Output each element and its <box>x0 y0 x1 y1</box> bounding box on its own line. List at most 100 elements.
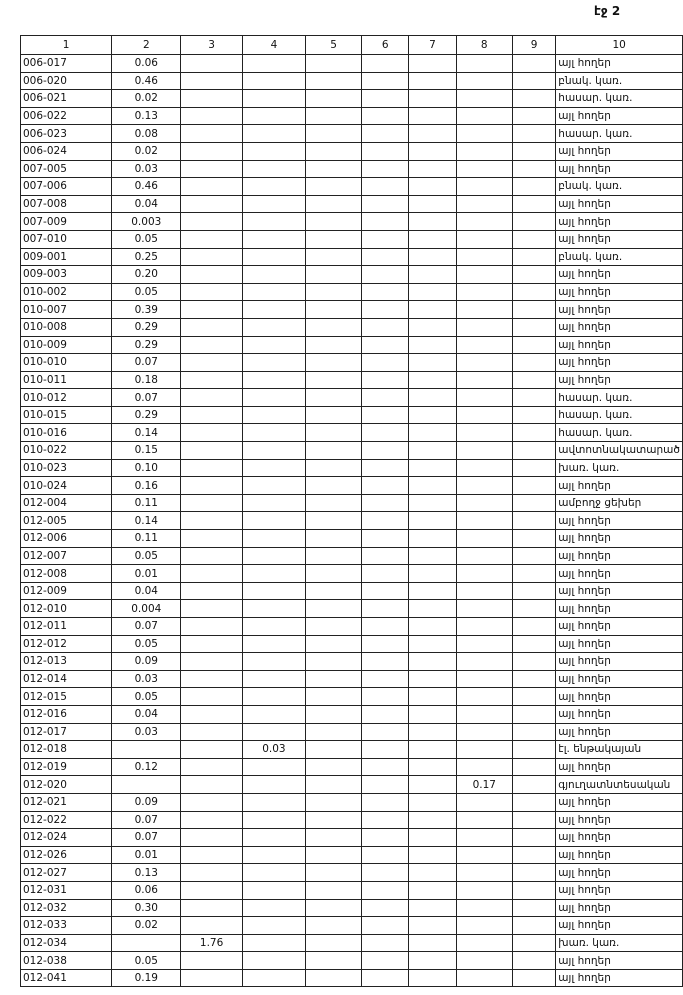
cell <box>455 54 513 73</box>
cell: այլ հողեր <box>555 194 683 214</box>
cell: 0.01 <box>111 845 182 865</box>
cell <box>361 775 410 794</box>
cell <box>180 353 243 372</box>
cell: այլ հողեր <box>555 282 683 302</box>
table-row: 012-007 0.05 այլ հողեր <box>19 546 683 566</box>
cell <box>241 634 307 654</box>
cell: այլ հողեր <box>555 229 683 249</box>
cell <box>241 353 307 372</box>
cell <box>455 71 513 91</box>
cell <box>511 722 557 742</box>
cell: 0.07 <box>111 388 182 407</box>
cell <box>408 405 457 425</box>
cell <box>408 810 457 830</box>
cell <box>180 54 243 73</box>
table-row: 007-006 0.46 բնակ. կառ. <box>19 177 683 196</box>
cell <box>305 933 363 953</box>
table-row: 012-032 0.30 այլ հողեր <box>19 898 683 918</box>
cell: 009-001 <box>19 247 113 267</box>
cell: այլ հողեր <box>555 828 683 847</box>
cell <box>305 159 363 179</box>
cell <box>305 71 363 91</box>
cell <box>241 106 307 126</box>
cell <box>241 898 307 918</box>
cell <box>180 634 243 654</box>
cell <box>455 704 513 724</box>
cell: այլ հողեր <box>555 880 683 900</box>
cell <box>361 141 410 161</box>
table-row: 010-007 0.39 այլ հողեր <box>19 300 683 319</box>
cell: ամբողջ ցեխեր <box>555 493 683 513</box>
cell <box>511 282 557 302</box>
cell: 012-027 <box>19 863 113 882</box>
cell: այլ հողեր <box>555 916 683 935</box>
cell: 012-015 <box>19 687 113 706</box>
cell <box>305 493 363 513</box>
cell <box>408 212 457 231</box>
cell <box>408 370 457 390</box>
cell <box>180 740 243 759</box>
table-row: 009-003 0.20 այլ հողեր <box>19 265 683 284</box>
cell <box>180 423 243 443</box>
cell <box>511 317 557 337</box>
cell <box>241 423 307 443</box>
cell <box>455 353 513 372</box>
cell <box>511 916 557 935</box>
cell <box>455 529 513 548</box>
cell <box>511 159 557 179</box>
cell <box>180 388 243 407</box>
cell <box>305 265 363 284</box>
cell: այլ հողեր <box>555 634 683 654</box>
cell <box>511 581 557 601</box>
table-row: 012-006 0.11 այլ հողեր <box>19 529 683 548</box>
cell <box>455 740 513 759</box>
cell <box>180 757 243 777</box>
table-row: 012-034 1.76 խառ. կառ. <box>19 933 683 953</box>
cell <box>361 529 410 548</box>
cell <box>455 617 513 636</box>
cell <box>455 317 513 337</box>
cell: 0.05 <box>111 282 182 302</box>
cell <box>241 89 307 108</box>
cell: 007-005 <box>19 159 113 179</box>
cell <box>408 898 457 918</box>
cell <box>361 634 410 654</box>
cell <box>241 581 307 601</box>
cell: 0.13 <box>111 106 182 126</box>
cell: 0.06 <box>111 54 182 73</box>
cell <box>455 370 513 390</box>
cell <box>180 159 243 179</box>
cell <box>241 529 307 548</box>
cell <box>511 353 557 372</box>
cell: 010-010 <box>19 353 113 372</box>
table-row: 007-008 0.04 այլ հողեր <box>19 194 683 214</box>
cell <box>455 141 513 161</box>
table-row: 006-023 0.08 հասար. կառ. <box>19 124 683 143</box>
cell <box>408 511 457 531</box>
cell: 0.07 <box>111 617 182 636</box>
cell: 0.07 <box>111 353 182 372</box>
cell <box>241 493 307 513</box>
cell <box>305 317 363 337</box>
cell <box>361 247 410 267</box>
cell <box>180 265 243 284</box>
cell <box>305 229 363 249</box>
cell: 012-017 <box>19 722 113 742</box>
column-header: 1 <box>19 35 113 55</box>
cell <box>455 177 513 196</box>
cell <box>180 405 243 425</box>
cell <box>241 71 307 91</box>
cell <box>305 89 363 108</box>
table-row: 012-012 0.05 այլ հողեր <box>19 634 683 654</box>
cell <box>241 775 307 794</box>
cell <box>241 159 307 179</box>
table-row: 009-001 0.25 բնակ. կառ. <box>19 247 683 267</box>
cell <box>408 529 457 548</box>
cell <box>455 405 513 425</box>
cell <box>361 792 410 812</box>
cell <box>511 564 557 583</box>
table-row: 012-015 0.05 այլ հողեր <box>19 687 683 706</box>
cell <box>361 106 410 126</box>
cell: 006-021 <box>19 89 113 108</box>
cell <box>361 722 410 742</box>
